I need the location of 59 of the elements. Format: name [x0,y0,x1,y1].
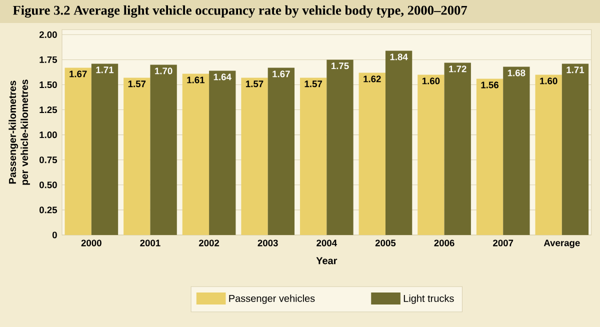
data-label: 1.57 [128,80,146,88]
x-tick-label: 2002 [198,240,220,246]
legend-label: Light trucks [404,294,454,304]
bar [503,66,530,235]
x-tick-label: 2003 [258,240,278,246]
data-label: 1.64 [214,74,232,80]
bar [241,78,268,235]
y-tick-label: 0.25 [40,206,58,214]
data-label: 1.72 [449,66,466,72]
bar [209,70,236,235]
y-tick-label: 1.75 [40,56,58,63]
chart-title: Figure 3.2 Average light vehicle occupancy rate by vehicle body type, 2000–2007 [12,5,468,18]
bar [150,64,177,235]
data-label: 1.71 [96,66,114,74]
data-label: 1.60 [422,78,440,84]
bar [418,74,444,235]
data-label: 1.56 [481,82,499,88]
y-tick-label: 0.75 [40,156,58,164]
x-tick-label: 2000 [81,240,102,246]
x-tick-label: 2004 [316,240,337,246]
x-tick-label: 2007 [493,240,514,246]
x-tick-label: 2001 [140,240,160,246]
y-axis-title: Passenger-kilometres per vehicle-kilometres [8,80,30,185]
y-tick-label: 2.00 [39,31,57,38]
bar [535,74,562,235]
legend-label: Passenger vehicles [229,294,315,304]
y-tick-label: 1.25 [40,106,58,114]
bar [444,62,471,235]
y-tick-label: 0.50 [40,182,57,188]
data-label: 1.57 [246,80,264,88]
data-label: 1.60 [540,78,558,84]
x-tick-label: 2006 [434,240,454,246]
data-label: 1.70 [155,68,172,74]
bar [385,50,412,235]
data-label: 1.71 [566,66,584,74]
data-label: 1.75 [332,62,349,70]
bar [562,64,589,235]
y-tick-label: 1.50 [40,81,57,88]
bar [124,78,150,235]
y-tick-label: 0 [52,232,57,238]
bar [64,68,92,235]
x-tick-label: Average [544,240,580,248]
data-label: 1.67 [272,70,290,78]
x-axis-title: Year [316,257,338,264]
data-label: 1.61 [187,76,205,84]
data-label: 1.84 [390,54,408,60]
bar [358,72,386,235]
data-label: 1.57 [304,80,322,88]
bar [182,74,210,235]
data-label: 1.68 [508,70,526,76]
bar [476,78,504,235]
bar [300,78,327,235]
bar [326,60,354,235]
bar [268,68,295,235]
data-label: 1.62 [364,76,381,82]
data-label: 1.67 [70,70,87,78]
x-tick-label: 2005 [375,240,396,246]
y-tick-label: 1.00 [40,132,57,138]
bar [91,64,118,235]
